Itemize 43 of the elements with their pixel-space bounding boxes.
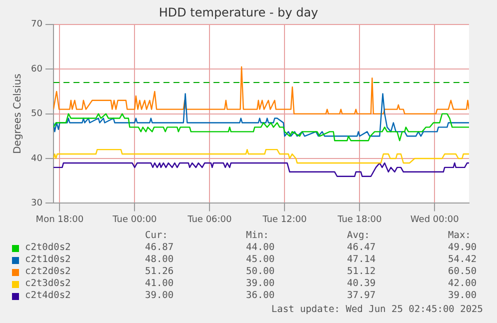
text: 44.00: [246, 242, 276, 254]
y-tick-label: 30: [31, 198, 43, 209]
text: Max:: [448, 230, 472, 242]
x-tick-label: Wed 00:00: [410, 214, 460, 225]
text: 51.12: [347, 266, 377, 278]
text: 39.00: [145, 290, 175, 302]
text: 54.42: [448, 254, 478, 266]
text: Avg:: [347, 230, 371, 242]
y-tick-label: 50: [31, 109, 43, 120]
legend-label: c2t1d0s2: [25, 254, 71, 266]
y-axis-title: Degrees Celsius: [12, 74, 24, 154]
text: 46.87: [145, 242, 175, 254]
text: 47.14: [347, 254, 377, 266]
text: 60.50: [448, 266, 478, 278]
text: 39.00: [246, 278, 276, 290]
chart-title: HDD temperature - by day: [158, 5, 318, 20]
text: 48.00: [145, 254, 175, 266]
x-tick-label: Tue 18:00: [336, 214, 382, 225]
x-tick-label: Tue 00:00: [112, 214, 158, 225]
y-tick-label: 40: [31, 154, 43, 164]
text: 50.00: [246, 266, 276, 278]
text: 36.00: [246, 290, 276, 302]
text: 42.00: [448, 278, 478, 290]
y-tick-label: 70: [31, 20, 43, 30]
x-tick-label: Tue 12:00: [262, 214, 308, 225]
x-tick-label: Mon 18:00: [36, 214, 84, 225]
text: 45.00: [246, 254, 276, 266]
text: 49.90: [448, 242, 478, 254]
legend-label: c2t2d0s2: [25, 266, 71, 278]
text: 41.00: [145, 278, 175, 290]
text: 37.97: [347, 290, 377, 302]
x-tick-label: Tue 06:00: [186, 214, 232, 225]
text: 46.47: [347, 242, 377, 254]
text: Min:: [246, 230, 270, 242]
text: Cur:: [145, 230, 169, 242]
legend-label: c2t4d0s2: [25, 290, 71, 302]
y-tick-label: 60: [31, 64, 43, 74]
text: Last update: Wed Jun 25 02:45:00 2025: [271, 304, 483, 315]
legend-label: c2t0d0s2: [25, 242, 71, 254]
text: 51.26: [145, 266, 175, 278]
legend-label: c2t3d0s2: [25, 278, 71, 290]
text: 40.39: [347, 278, 377, 290]
text: 39.00: [448, 290, 478, 302]
